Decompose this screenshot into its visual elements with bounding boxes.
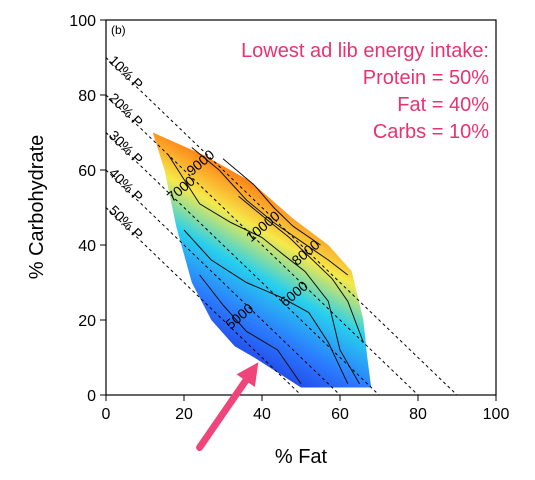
reference-line-20p <box>106 94 419 395</box>
y-tick-label-80: 80 <box>78 88 96 105</box>
y-axis-ticks: 0 20 40 60 80 100 <box>69 13 106 405</box>
reference-label-30p: 30% P <box>106 127 146 167</box>
y-tick-label-40: 40 <box>78 238 96 255</box>
y-tick-label-60: 60 <box>78 163 96 180</box>
contour-line-10000 <box>222 158 321 246</box>
minimum-intake-arrow <box>196 362 259 451</box>
x-tick-label-80: 80 <box>409 406 427 423</box>
feasible-diet-region <box>152 132 372 388</box>
annotation-box: Lowest ad lib energy intake: Protein = 5… <box>241 40 489 143</box>
contour-line-7000 <box>167 154 360 385</box>
x-tick-label-20: 20 <box>175 406 193 423</box>
y-tick-label-20: 20 <box>78 313 96 330</box>
x-tick-label-0: 0 <box>102 406 111 423</box>
protein-reference-labels: 10% P20% P30% P40% P50% P <box>106 52 146 242</box>
reference-label-50p: 50% P <box>106 202 146 242</box>
annotation-line-3: Fat = 40% <box>397 94 489 116</box>
contour-line-9000 <box>191 147 349 276</box>
y-tick-label-100: 100 <box>69 13 96 30</box>
protein-reference-lines <box>106 57 458 395</box>
reference-line-40p <box>106 169 341 395</box>
x-tick-label-100: 100 <box>483 406 510 423</box>
annotation-line-1: Lowest ad lib energy intake: <box>241 40 489 62</box>
energy-intake-surface <box>152 132 372 388</box>
x-tick-label-60: 60 <box>331 406 349 423</box>
x-axis-title: % Fat <box>275 446 328 468</box>
annotation-line-2: Protein = 50% <box>363 67 489 89</box>
x-tick-label-40: 40 <box>253 406 271 423</box>
x-axis-ticks: 0 20 40 60 80 100 <box>102 395 510 423</box>
plot-frame <box>105 19 497 396</box>
contour-line-6000 <box>183 229 349 385</box>
reference-label-40p: 40% P <box>106 165 146 205</box>
reference-label-10p: 10% P <box>106 52 146 92</box>
y-tick-label-0: 0 <box>87 388 96 405</box>
y-axis-title: % Carbohydrate <box>26 135 48 280</box>
contour-line-5000 <box>199 274 302 385</box>
panel-label: (b) <box>111 23 126 37</box>
reference-label-20p: 20% P <box>106 90 146 130</box>
annotation-line-4: Carbs = 10% <box>373 121 489 143</box>
contour-line-8000 <box>238 195 364 343</box>
